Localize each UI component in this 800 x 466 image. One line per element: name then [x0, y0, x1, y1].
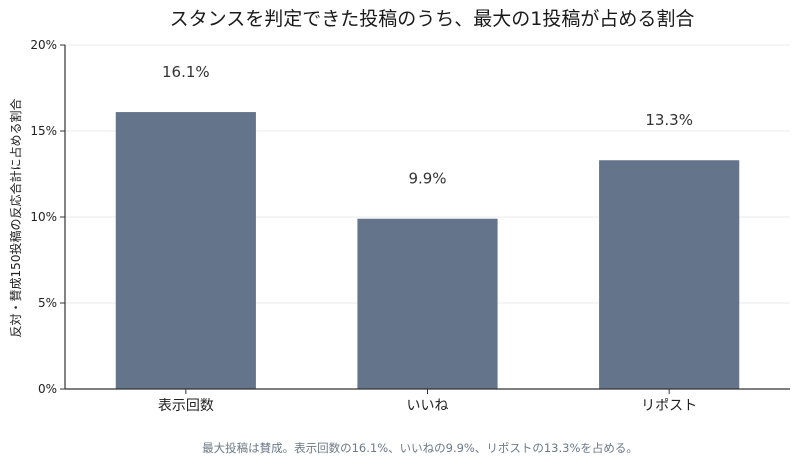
y-tick-label: 5% [38, 296, 57, 310]
data-label: 9.9% [408, 170, 446, 188]
x-tick-label: リポスト [641, 398, 697, 414]
bar-3 [599, 160, 740, 389]
x-axis-ticks: 表示回数 いいね リポスト [158, 389, 697, 414]
bars [115, 112, 740, 389]
y-axis-label: 反対・賛成150投稿の反応合計に占める割合 [8, 99, 23, 338]
bar-1 [115, 112, 256, 389]
data-label: 16.1% [162, 63, 210, 81]
y-tick-label: 20% [30, 38, 57, 52]
chart-caption: 最大投稿は賛成。表示回数の16.1%、いいねの9.9%、リポストの13.3%を占… [202, 441, 638, 455]
y-tick-label: 15% [30, 124, 57, 138]
y-tick-label: 0% [38, 382, 57, 396]
y-axis-ticks: 0% 5% 10% 15% 20% [30, 38, 65, 396]
data-label: 13.3% [645, 111, 693, 129]
chart-title: スタンスを判定できた投稿のうち、最大の1投稿が占める割合 [170, 8, 695, 30]
x-tick-label: いいね [407, 398, 449, 414]
y-tick-label: 10% [30, 210, 57, 224]
bar-2 [357, 218, 498, 389]
data-labels: 16.1% 9.9% 13.3% [162, 63, 693, 188]
x-tick-label: 表示回数 [158, 398, 214, 414]
